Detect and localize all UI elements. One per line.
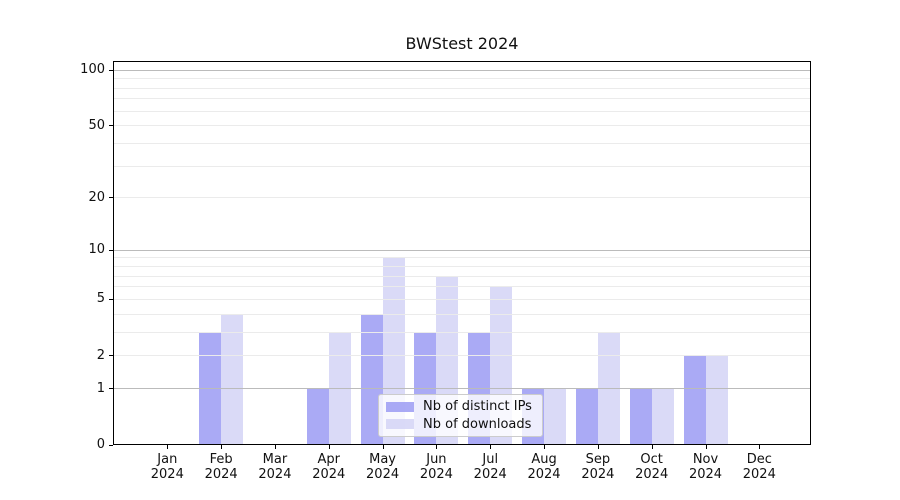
x-tick-label: Oct 2024 [635,452,669,482]
x-tick-label: Sep 2024 [581,452,615,482]
x-tick-label: Jun 2024 [419,452,453,482]
x-tick-label: Nov 2024 [688,452,723,482]
x-tick-mark [167,445,169,449]
x-tick-label: Aug 2024 [527,452,561,482]
y-tick-label: 20 [88,189,105,205]
y-tick-mark [109,69,113,71]
y-tick-label: 2 [96,347,105,363]
legend-item-distinct-ips: Nb of distinct IPs [386,399,535,414]
legend-label-downloads: Nb of downloads [423,416,532,432]
gridline-minor [113,125,811,127]
gridline-minor [113,313,811,315]
gridline-minor [113,110,811,112]
y-tick-mark [109,298,113,300]
legend-label-distinct-ips: Nb of distinct IPs [423,399,532,415]
x-tick-label: Apr 2024 [312,452,346,482]
x-tick-mark [328,445,330,449]
y-tick-label: 100 [80,62,105,78]
x-tick-label: Jul 2024 [473,452,507,482]
chart-legend: Nb of distinct IPs Nb of downloads [378,394,543,437]
gridline-major [113,249,811,251]
gridline-minor [113,87,811,89]
x-tick-label: Dec 2024 [742,452,776,482]
x-tick-mark [436,445,438,449]
x-tick-mark [274,445,276,449]
y-tick-label: 0 [96,437,105,452]
x-tick-label: Mar 2024 [258,452,292,482]
gridline-minor [113,331,811,333]
chart-title: BWStest 2024 [405,34,519,53]
x-tick-mark [544,445,546,449]
y-tick-mark [109,355,113,357]
gridline-minor [113,78,811,80]
legend-item-downloads: Nb of downloads [386,417,535,432]
gridline-minor [113,286,811,288]
x-tick-mark [382,445,384,449]
gridline-minor [113,355,811,357]
y-tick-mark [109,125,113,127]
x-tick-label: May 2024 [366,452,400,482]
y-tick-mark [109,388,113,390]
y-tick-mark [109,444,113,446]
y-tick-label: 5 [96,291,105,307]
plot-area: Nb of distinct IPs Nb of downloads [113,61,811,445]
bar-nb-of-distinct-ips-apr [306,388,329,445]
x-tick-mark [221,445,223,449]
bar-nb-of-distinct-ips-nov [683,355,706,445]
bar-nb-of-downloads-oct [651,388,674,445]
gridline-minor [113,142,811,144]
y-tick-mark [109,249,113,251]
gridline-minor [113,266,811,268]
y-tick-label: 50 [88,117,105,133]
x-tick-mark [597,445,599,449]
bar-nb-of-distinct-ips-may [360,314,383,445]
x-tick-label: Feb 2024 [204,452,238,482]
y-tick-mark [109,197,113,199]
gridline-minor [113,275,811,277]
y-tick-label: 1 [96,380,105,396]
x-tick-mark [490,445,492,449]
y-tick-label: 10 [88,242,105,258]
bar-nb-of-downloads-nov [705,355,728,445]
gridline-major [113,388,811,390]
legend-swatch-downloads [386,419,414,430]
gridline-minor [113,257,811,259]
bar-nb-of-distinct-ips-oct [629,388,652,445]
bar-nb-of-downloads-feb [221,314,244,445]
x-tick-label: Jan 2024 [150,452,184,482]
bar-nb-of-downloads-aug [544,388,567,445]
bar-nb-of-distinct-ips-sep [575,388,598,445]
gridline-major [113,69,811,71]
gridline-minor [113,98,811,100]
legend-swatch-distinct-ips [386,401,414,412]
gridline-minor [113,165,811,167]
x-tick-mark [651,445,653,449]
x-tick-mark [759,445,761,449]
gridline-minor [113,197,811,199]
x-tick-mark [705,445,707,449]
gridline-minor [113,298,811,300]
